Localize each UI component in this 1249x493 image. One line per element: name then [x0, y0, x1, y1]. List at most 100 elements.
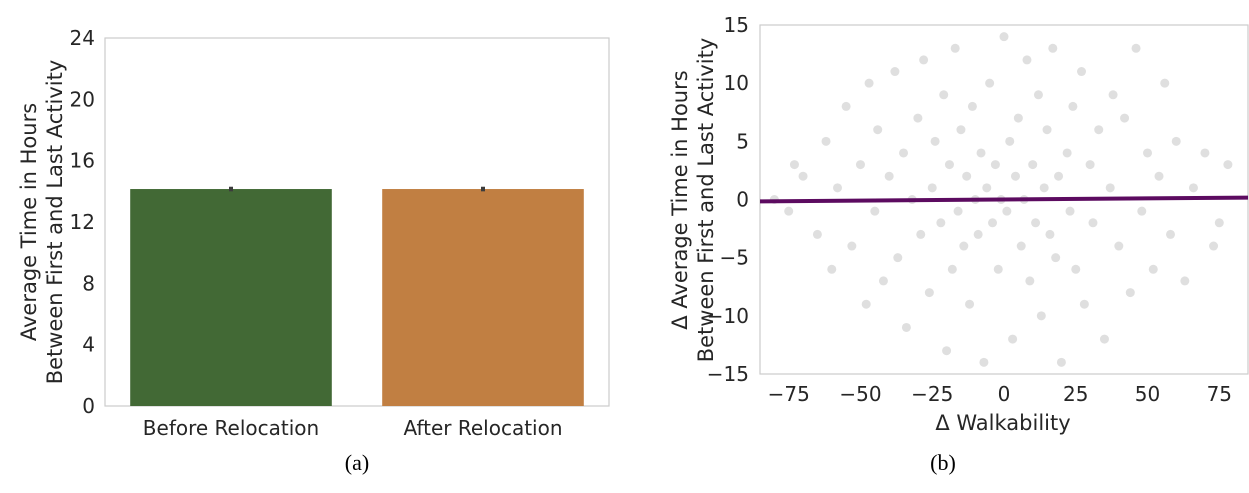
scatter-point — [1108, 90, 1118, 100]
scatter-point — [1148, 264, 1158, 274]
scatter-point — [1160, 78, 1170, 88]
scatter-ytick-label: −15 — [707, 362, 749, 386]
scatter-point — [1022, 55, 1032, 65]
scatter-point — [990, 160, 1000, 170]
scatter-point — [890, 67, 900, 77]
scatter-point — [821, 136, 831, 146]
scatter-point — [1085, 160, 1095, 170]
scatter-point — [870, 206, 880, 216]
scatter-point — [1077, 67, 1087, 77]
scatter-point — [930, 136, 940, 146]
scatter-point — [1154, 171, 1164, 181]
scatter-point — [927, 183, 937, 193]
scatter-point — [1131, 43, 1141, 53]
bar — [382, 189, 584, 406]
scatter-point — [878, 276, 888, 286]
scatter-xtick-label: −50 — [839, 382, 881, 406]
scatter-point — [1209, 241, 1219, 251]
scatter-point — [1042, 125, 1052, 135]
scatter-point — [1051, 253, 1061, 263]
scatter-point — [789, 160, 799, 170]
scatter-ytick-label: −10 — [707, 304, 749, 328]
scatter-point — [1008, 334, 1018, 344]
scatter-point — [1036, 311, 1046, 321]
scatter-point — [962, 171, 972, 181]
bar-category-label: After Relocation — [403, 416, 562, 440]
bar-category-label: Before Relocation — [143, 416, 319, 440]
scatter-point — [1143, 148, 1153, 158]
scatter-point — [847, 241, 857, 251]
scatter-point — [884, 171, 894, 181]
scatter-point — [924, 288, 934, 298]
bar-ylabel-line1: Average Time in Hours — [17, 103, 41, 341]
scatter-point — [1010, 171, 1020, 181]
scatter-point — [942, 346, 952, 356]
scatter-point — [1016, 241, 1026, 251]
scatter-point — [812, 229, 822, 239]
scatter-ylabel-line1: Δ Average Time in Hours — [668, 70, 692, 329]
scatter-point — [1079, 299, 1089, 309]
scatter-point — [1013, 113, 1023, 123]
scatter-point — [913, 113, 923, 123]
scatter-ytick-label: 5 — [736, 129, 749, 153]
scatter-point — [959, 241, 969, 251]
bar-ytick-label: 12 — [70, 210, 95, 234]
scatter-point — [1002, 206, 1012, 216]
scatter-point — [1137, 206, 1147, 216]
scatter-point — [1028, 160, 1038, 170]
scatter-point — [1094, 125, 1104, 135]
scatter-point — [873, 125, 883, 135]
scatter-point — [999, 32, 1009, 42]
scatter-ylabel-line2: Between First and Last Activity — [694, 38, 718, 363]
scatter-point — [1071, 264, 1081, 274]
scatter-point — [1005, 136, 1015, 146]
caption-b: (b) — [930, 450, 956, 475]
scatter-point — [893, 253, 903, 263]
scatter-point — [979, 357, 989, 367]
scatter-ytick-label: −5 — [720, 246, 749, 270]
scatter-xtick-label: 25 — [1063, 382, 1088, 406]
scatter-point — [1033, 90, 1043, 100]
scatter-point — [985, 78, 995, 88]
scatter-point — [947, 264, 957, 274]
bar-ytick-label: 8 — [82, 271, 95, 295]
scatter-point — [988, 218, 998, 228]
scatter-point — [973, 229, 983, 239]
regression-line — [759, 195, 1249, 204]
scatter-ytick-label: 10 — [724, 71, 749, 95]
scatter-point — [827, 264, 837, 274]
scatter-point — [1223, 160, 1233, 170]
scatter-point — [1025, 276, 1035, 286]
scatter-point — [833, 183, 843, 193]
scatter-point — [919, 55, 929, 65]
scatter-point — [798, 171, 808, 181]
scatter-point — [965, 299, 975, 309]
scatter-point — [916, 229, 926, 239]
scatter-point — [1045, 229, 1055, 239]
scatter-point — [864, 78, 874, 88]
scatter-point — [1214, 218, 1224, 228]
bar-ylabel-line2: Between First and Last Activity — [43, 60, 67, 385]
scatter-xtick-label: −75 — [768, 382, 810, 406]
caption-a: (a) — [345, 450, 369, 475]
bar-ytick-label: 0 — [82, 394, 95, 418]
scatter-point — [901, 322, 911, 332]
scatter-xtick-label: −25 — [911, 382, 953, 406]
scatter-point — [1188, 183, 1198, 193]
scatter-point — [1048, 43, 1058, 53]
scatter-point — [950, 43, 960, 53]
scatter-point — [1171, 136, 1181, 146]
scatter-ytick-label: 15 — [724, 13, 749, 37]
bar-chart-panel: 0 4 8 12 16 20 24 Before Relocation After Reloc… — [17, 26, 610, 475]
scatter-point — [1054, 171, 1064, 181]
scatter-point — [1031, 218, 1041, 228]
scatter-point — [1165, 229, 1175, 239]
scatter-point — [1105, 183, 1115, 193]
scatter-point — [1065, 206, 1075, 216]
scatter-point — [1125, 288, 1135, 298]
scatter-point — [1039, 183, 1049, 193]
scatter-xtick-label: 50 — [1135, 382, 1160, 406]
scatter-point — [1200, 148, 1210, 158]
